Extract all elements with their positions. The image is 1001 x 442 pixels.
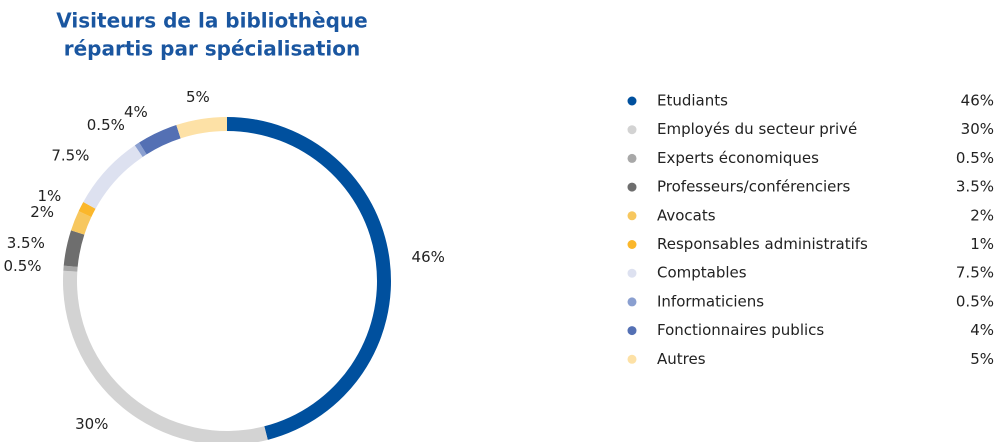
data-label: 7.5% <box>51 146 89 164</box>
legend-label: Avocats <box>657 206 716 224</box>
legend-marker <box>627 297 637 307</box>
legend-value: 3.5% <box>956 178 994 196</box>
donut-segment <box>63 270 268 442</box>
donut-segment <box>63 230 85 267</box>
legend-marker <box>627 240 637 249</box>
data-label: 4% <box>124 103 148 121</box>
legend-value: 5% <box>970 350 994 368</box>
data-label: 0.5% <box>87 116 125 134</box>
legend-label: Experts économiques <box>657 149 819 167</box>
donut-segment <box>139 125 181 155</box>
legend-value: 46% <box>961 92 994 110</box>
legend-label: Autres <box>657 350 706 368</box>
donut-segment <box>83 145 143 209</box>
legend-label: Fonctionnaires publics <box>657 321 824 339</box>
legend-label: Employés du secteur privé <box>657 120 857 138</box>
data-label: 46% <box>412 248 445 266</box>
donut-segment <box>176 117 227 139</box>
data-label: 0.5% <box>3 257 41 275</box>
legend-marker <box>627 182 637 192</box>
legend-label: Etudiants <box>657 92 728 110</box>
chart-title: répartis par spécialisation <box>64 37 361 61</box>
legend-label: Professeurs/conférenciers <box>657 178 851 196</box>
legend-marker <box>627 96 637 106</box>
legend-value: 7.5% <box>956 264 994 282</box>
legend-marker <box>627 211 637 221</box>
donut-segment <box>134 142 147 157</box>
legend-label: Responsables administratifs <box>657 235 868 253</box>
legend-value: 4% <box>970 321 994 339</box>
legend-value: 30% <box>961 120 994 138</box>
donut-segment <box>78 201 96 218</box>
data-label: 3.5% <box>7 234 45 252</box>
donut-segment <box>71 211 92 235</box>
data-label: 1% <box>37 187 61 205</box>
legend-marker <box>627 268 637 278</box>
chart-title: Visiteurs de la bibliothèque <box>56 9 367 33</box>
legend-label: Informaticiens <box>657 292 764 310</box>
legend-value: 1% <box>970 235 994 253</box>
legend-value: 2% <box>970 206 994 224</box>
data-label: 2% <box>30 203 54 221</box>
legend-marker <box>627 354 637 364</box>
legend-value: 0.5% <box>956 292 994 310</box>
legend-marker <box>627 326 637 336</box>
donut-segment <box>227 117 391 440</box>
legend-marker <box>627 125 637 135</box>
donut-segment <box>63 265 78 272</box>
data-label: 30% <box>75 415 108 433</box>
legend-value: 0.5% <box>956 149 994 167</box>
data-label: 5% <box>186 88 210 106</box>
legend-marker <box>627 153 637 163</box>
legend-label: Comptables <box>657 264 747 282</box>
